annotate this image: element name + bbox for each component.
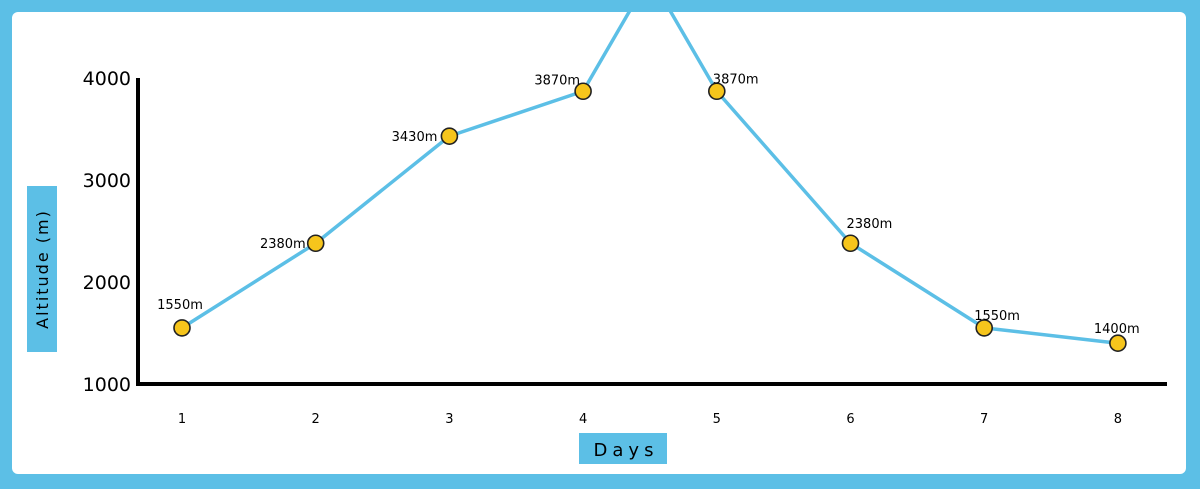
data-point-marker (306, 234, 325, 253)
axes (136, 78, 1167, 386)
data-point-marker (1109, 334, 1127, 353)
x-tick-label: 4 (579, 412, 587, 427)
y-axis-title-box (27, 186, 57, 352)
chart-card (12, 12, 1186, 474)
y-tick-label: 1000 (83, 374, 131, 396)
data-label: 1550m (974, 309, 1020, 324)
y-tick-label: 2000 (83, 272, 131, 294)
data-point-marker (841, 234, 860, 253)
data-label: 3870m (534, 73, 580, 88)
data-point-marker (975, 319, 994, 337)
x-axis-title: Days (579, 433, 667, 464)
y-axis-title-text: Altitude (m) (33, 209, 52, 329)
data-label: 3870m (713, 72, 759, 87)
data-point-marker (173, 319, 191, 337)
x-tick-label: 7 (980, 412, 988, 427)
x-axis-title-text: Days (594, 440, 659, 461)
data-label: 3430m (392, 130, 438, 145)
data-label: 2380m (847, 217, 893, 232)
y-tick-label: 3000 (83, 170, 131, 192)
data-point-marker (440, 127, 459, 145)
altitude-series-line (181, 0, 1119, 345)
y-tick-label: 4000 (83, 68, 131, 90)
x-tick-label: 8 (1114, 412, 1122, 427)
data-point-marker (574, 82, 592, 101)
data-markers (173, 82, 1127, 353)
x-tick-label: 2 (312, 412, 320, 427)
x-tick-label: 6 (846, 412, 854, 427)
x-tick-label: 5 (713, 412, 721, 427)
x-tick-label: 1 (178, 412, 186, 427)
y-axis-title: Altitude (m) (27, 186, 57, 352)
x-tick-labels: 1 2 3 4 5 6 7 8 (178, 412, 1122, 427)
data-labels: 1550m2380m3430m3870m5000m3870m2380m1550m… (157, 72, 1140, 337)
x-tick-label: 3 (445, 412, 453, 427)
data-point-marker (707, 82, 726, 101)
data-label: 2380m (260, 237, 306, 252)
data-label: 1550m (157, 298, 203, 313)
y-tick-labels: 1000 2000 3000 4000 (83, 68, 131, 396)
x-axis-title-box (579, 433, 667, 464)
data-label: 1400m (1094, 322, 1140, 337)
